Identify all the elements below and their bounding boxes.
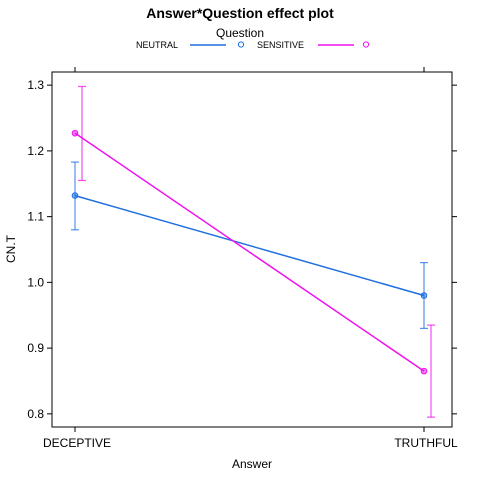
x-tick-label: DECEPTIVE [43,436,111,450]
data-point-neutral [420,292,428,299]
x-tick-label: TRUTHFUL [394,436,458,450]
chart-title: Answer*Question effect plot [146,5,334,21]
series-layer [71,85,435,418]
legend-label-neutral: NEUTRAL [136,40,178,50]
data-point-sensitive [71,129,79,137]
legend: Question NEUTRAL SENSITIVE [136,26,370,50]
y-tick-label: 1.2 [27,144,44,158]
y-tick-label: 1.3 [27,78,44,92]
y-axis: 0.8 0.9 1.0 1.1 1.2 1.3 [27,78,457,421]
y-tick-label: 1.0 [27,275,44,289]
legend-label-sensitive: SENSITIVE [257,40,304,50]
y-tick-label: 0.9 [27,341,44,355]
series-line-sensitive [74,132,425,372]
plot-frame [51,71,453,428]
y-tick-label: 1.1 [27,210,44,224]
y-tick-label: 0.8 [27,407,44,421]
legend-marker-sensitive [362,41,370,48]
data-point-neutral [71,192,79,199]
legend-marker-neutral [237,41,245,48]
series-line-neutral [74,194,425,297]
x-axis-label: Answer [232,457,272,471]
y-axis-label: CN.T [4,234,18,263]
x-axis: DECEPTIVE TRUTHFUL [43,67,458,450]
data-point-sensitive [420,367,428,375]
legend-title: Question [216,26,264,40]
